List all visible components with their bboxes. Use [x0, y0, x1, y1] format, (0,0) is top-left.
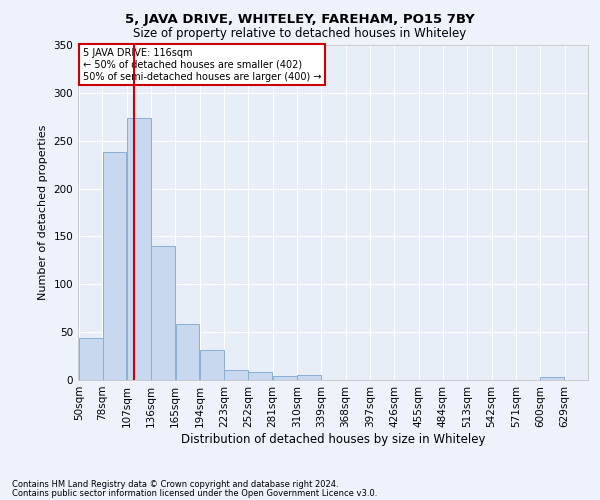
- Text: Contains HM Land Registry data © Crown copyright and database right 2024.: Contains HM Land Registry data © Crown c…: [12, 480, 338, 489]
- Bar: [103, 152, 127, 380]
- Text: 5, JAVA DRIVE, WHITELEY, FAREHAM, PO15 7BY: 5, JAVA DRIVE, WHITELEY, FAREHAM, PO15 7…: [125, 12, 475, 26]
- Text: 5 JAVA DRIVE: 116sqm
← 50% of detached houses are smaller (402)
50% of semi-deta: 5 JAVA DRIVE: 116sqm ← 50% of detached h…: [83, 48, 322, 82]
- Bar: [248, 372, 272, 380]
- Bar: [151, 246, 175, 380]
- X-axis label: Distribution of detached houses by size in Whiteley: Distribution of detached houses by size …: [181, 432, 485, 446]
- Text: Size of property relative to detached houses in Whiteley: Size of property relative to detached ho…: [133, 28, 467, 40]
- Text: Contains public sector information licensed under the Open Government Licence v3: Contains public sector information licen…: [12, 488, 377, 498]
- Bar: [176, 324, 199, 380]
- Bar: [273, 376, 297, 380]
- Bar: [127, 118, 151, 380]
- Bar: [79, 338, 103, 380]
- Y-axis label: Number of detached properties: Number of detached properties: [38, 125, 48, 300]
- Bar: [541, 377, 565, 380]
- Bar: [224, 370, 248, 380]
- Bar: [297, 375, 321, 380]
- Bar: [200, 350, 224, 380]
